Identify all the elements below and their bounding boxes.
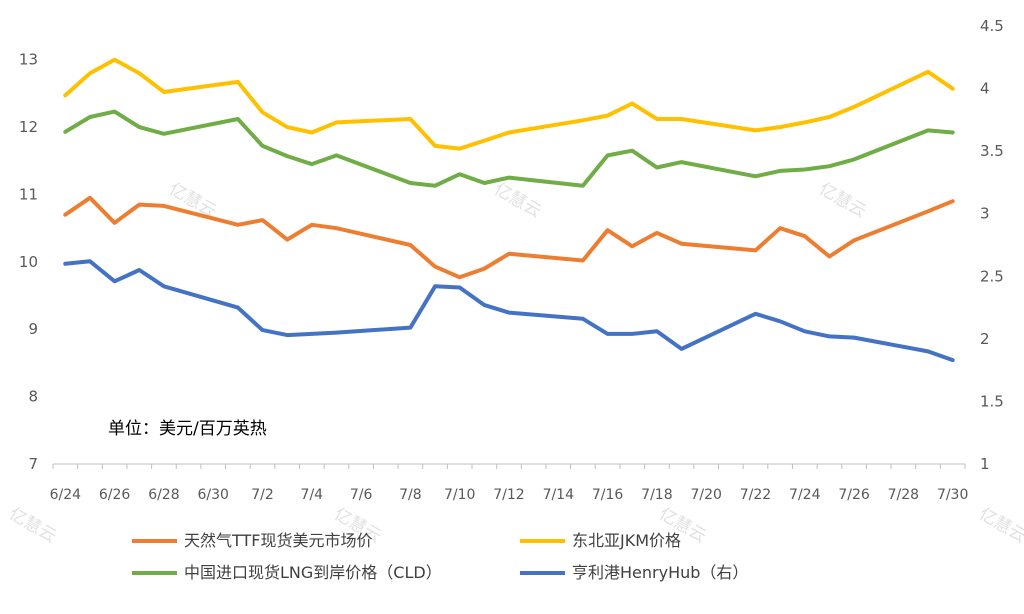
x-tick-label: 6/30 [197,487,228,503]
y-right-tick-label: 4 [980,80,990,98]
y-right-tick-label: 2 [980,330,990,348]
y-left-tick-label: 9 [28,320,38,338]
y-right-tick-label: 3.5 [980,142,1004,160]
x-tick-label: 7/10 [444,487,475,503]
x-tick-label: 7/18 [641,487,672,503]
y-right-tick-label: 4.5 [980,17,1004,35]
legend-label: 亨利港HenryHub（右） [572,563,748,582]
series-line-4 [63,259,955,363]
x-tick-label: 7/20 [690,487,721,503]
x-tick-label: 7/4 [301,487,324,503]
x-tick-label: 6/26 [99,487,131,503]
y-left-tick-label: 11 [19,185,38,203]
x-tick-label: 7/14 [543,487,575,503]
x-tick-label: 6/28 [148,487,179,503]
y-left-tick-label: 8 [28,388,38,406]
y-right-tick-label: 3 [980,205,990,223]
series-line-3 [63,109,955,188]
unit-annotation: 单位：美元/百万英热 [108,419,267,439]
series-line-1 [63,195,955,280]
y-right-tick-label: 1.5 [980,392,1004,410]
y-left-tick-label: 10 [19,253,38,271]
y-left-tick-label: 7 [28,455,38,473]
x-tick-label: 7/26 [838,487,870,503]
x-tick-label: 7/24 [789,487,821,503]
y-left-tick-label: 13 [19,51,38,69]
y-left-tick-label: 12 [19,118,38,136]
x-tick-label: 7/6 [350,487,373,503]
series-line-2 [63,57,955,151]
legend-label: 东北亚JKM价格 [572,531,681,550]
y-right-tick-label: 2.5 [980,267,1004,285]
x-tick-label: 7/28 [888,487,919,503]
y-right-tick-label: 1 [980,455,990,473]
x-tick-label: 6/24 [50,487,82,503]
legend-label: 天然气TTF现货美元市场价 [184,531,372,550]
x-tick-label: 7/2 [251,487,274,503]
x-tick-label: 7/22 [740,487,771,503]
x-tick-label: 7/16 [592,487,624,503]
x-tick-label: 7/12 [493,487,524,503]
x-tick-label: 7/8 [399,487,422,503]
x-tick-label: 7/30 [937,487,968,503]
legend-label: 中国进口现货LNG到岸价格（CLD） [184,563,442,582]
